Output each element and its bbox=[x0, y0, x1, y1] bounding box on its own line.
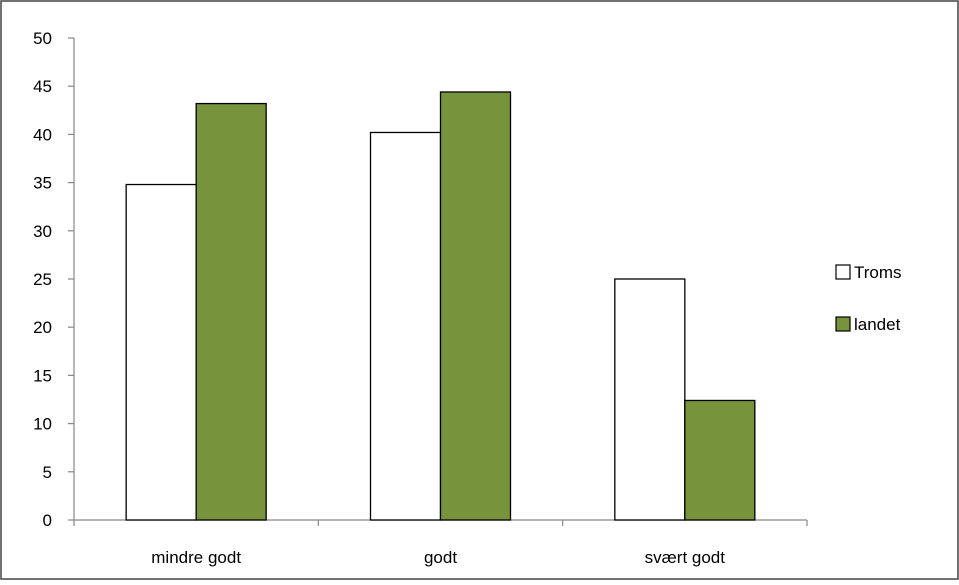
legend-swatch-landet bbox=[835, 316, 851, 332]
y-tick-label: 15 bbox=[33, 366, 52, 385]
bar-landet-2 bbox=[684, 399, 756, 521]
y-tick-label: 45 bbox=[33, 77, 52, 96]
y-tick-label: 25 bbox=[33, 270, 52, 289]
y-tick-label: 40 bbox=[33, 125, 52, 144]
y-axis: 0 5 10 15 20 25 30 35 40 45 50 bbox=[33, 29, 75, 530]
legend-swatch-Troms bbox=[835, 264, 851, 280]
legend-label: landet bbox=[854, 315, 901, 334]
y-tick-label: 10 bbox=[33, 415, 52, 434]
bar-Troms-0 bbox=[125, 183, 197, 521]
legend-label: Troms bbox=[854, 263, 902, 282]
y-tick-label: 0 bbox=[43, 511, 52, 530]
y-tick-label: 30 bbox=[33, 222, 52, 241]
bar-Troms-1 bbox=[369, 131, 442, 521]
y-tick-label: 20 bbox=[33, 318, 52, 337]
bar-landet-0 bbox=[195, 102, 267, 521]
bar-Troms-2 bbox=[614, 278, 686, 521]
x-tick-label: godt bbox=[424, 548, 457, 567]
y-tick-label: 5 bbox=[43, 463, 52, 482]
legend: Troms landet bbox=[835, 263, 902, 334]
bar-landet-1 bbox=[439, 91, 512, 521]
y-tick-label: 50 bbox=[33, 29, 52, 48]
bars bbox=[125, 91, 756, 521]
y-tick-label: 35 bbox=[33, 174, 52, 193]
x-tick-label: mindre godt bbox=[151, 548, 241, 567]
x-tick-label: svært godt bbox=[645, 548, 726, 567]
